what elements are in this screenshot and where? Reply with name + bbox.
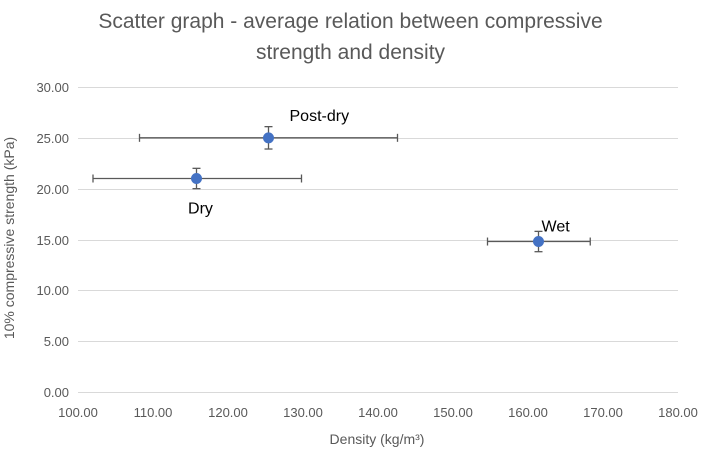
y-tick-label: 15.00 [36,233,69,248]
data-point-marker [191,173,202,184]
data-point-label: Wet [542,219,571,236]
data-point-marker [533,236,544,248]
x-tick-label: 100.00 [58,405,98,420]
y-tick-label: 25.00 [36,131,69,146]
x-tick-label: 180.00 [658,405,698,420]
x-tick-label: 160.00 [508,405,548,420]
data-series: Dry Post-dry Wet [92,108,591,253]
y-tick-label: 20.00 [36,182,69,197]
data-point-group: Dry [92,167,303,218]
chart-title-line1: Scatter graph - average relation between… [98,10,603,33]
y-tick-label: 10.00 [36,283,69,298]
data-point-marker [263,132,274,144]
y-tick-label: 30.00 [36,80,69,95]
x-tick-label: 150.00 [433,405,473,420]
chart-title: Scatter graph - average relation between… [0,6,701,68]
x-tick-label: 130.00 [283,405,323,420]
y-tick-label: 5.00 [44,334,69,349]
x-tick-label: 120.00 [208,405,248,420]
grid-lines [78,87,678,393]
x-tick-label: 170.00 [583,405,623,420]
x-axis-ticks: 100.00 110.00 120.00 130.00 140.00 150.00 160.… [58,405,698,420]
y-axis-ticks: 0.00 5.00 10.00 15.00 20.00 25.00 30.00 [36,80,69,400]
data-point-label: Dry [188,201,213,218]
data-point-group: Wet [486,219,591,253]
data-point-group: Post-dry [138,108,399,150]
x-tick-label: 140.00 [358,405,398,420]
data-point-label: Post-dry [290,108,350,125]
chart-title-line2: strength and density [255,41,446,64]
y-axis-label: 10% compressive strength (kPa) [1,137,17,339]
x-tick-label: 110.00 [134,405,173,420]
y-tick-label: 0.00 [44,385,69,400]
x-axis-label: Density (kg/m³) [330,431,425,447]
